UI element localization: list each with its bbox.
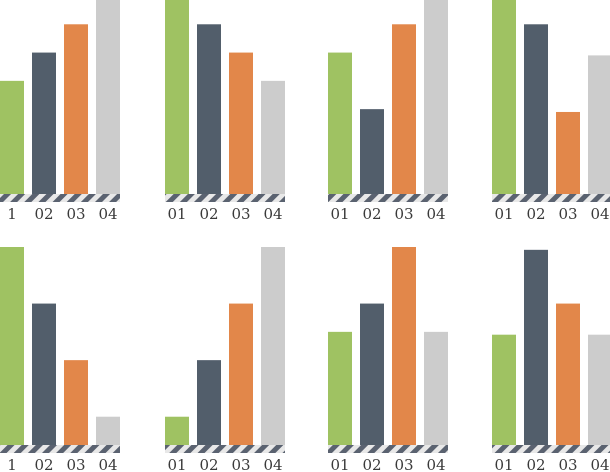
x-tick-label: 02 — [362, 456, 381, 472]
x-tick-label: 01 — [494, 456, 513, 472]
x-tick-label: 02 — [526, 456, 545, 472]
x-tick-label: 04 — [98, 456, 117, 472]
bar-panel-7: 01 02 03 04 — [328, 247, 448, 472]
hatched-baseline — [165, 445, 285, 453]
hatched-baseline — [165, 194, 285, 202]
bar-03 — [392, 24, 416, 194]
x-tick-label: 03 — [558, 205, 577, 223]
x-tick-label: 02 — [199, 205, 218, 223]
hatched-baseline — [492, 445, 610, 453]
bar-panel-1: 1 02 03 04 — [0, 0, 120, 223]
bar-1 — [0, 80, 24, 194]
bar-01 — [328, 52, 352, 195]
x-tick-label: 04 — [590, 205, 609, 223]
bar-01 — [492, 0, 516, 195]
x-tick-label: 02 — [34, 205, 53, 223]
x-tick-label: 03 — [558, 456, 577, 472]
bar-03 — [64, 360, 88, 445]
bar-01 — [165, 0, 189, 194]
x-tick-label: 01 — [494, 205, 513, 223]
x-tick-label: 02 — [199, 456, 218, 472]
bar-03 — [392, 247, 416, 445]
x-tick-label: 01 — [330, 456, 349, 472]
bar-04 — [424, 331, 448, 445]
hatched-baseline — [492, 194, 610, 202]
bar-02 — [32, 303, 56, 445]
x-tick-label: 01 — [167, 205, 186, 223]
bar-02 — [360, 109, 384, 194]
x-tick-label: 04 — [426, 205, 445, 223]
bar-02 — [197, 360, 221, 445]
bar-01 — [328, 331, 352, 445]
bar-04 — [261, 80, 285, 194]
hatched-baseline — [0, 194, 120, 202]
bar-03 — [229, 52, 253, 195]
bar-03 — [556, 111, 580, 194]
hatched-baseline — [328, 445, 448, 453]
bar-panel-4: 01 02 03 04 — [492, 0, 610, 223]
bar-04 — [261, 247, 285, 445]
bar-02 — [524, 24, 548, 194]
x-tick-label: 03 — [394, 456, 413, 472]
x-tick-label: 04 — [426, 456, 445, 472]
bar-03 — [64, 24, 88, 194]
bar-01 — [492, 334, 516, 445]
hatched-baseline — [0, 445, 120, 453]
x-tick-label: 03 — [231, 456, 250, 472]
bar-04 — [96, 416, 120, 445]
bar-02 — [197, 24, 221, 194]
x-tick-label: 02 — [362, 205, 381, 223]
x-tick-label: 1 — [7, 456, 17, 472]
bar-04 — [588, 334, 610, 445]
bar-panel-8: 01 02 03 04 — [492, 249, 610, 472]
bar-04 — [424, 0, 448, 194]
x-tick-label: 02 — [34, 456, 53, 472]
x-tick-label: 03 — [394, 205, 413, 223]
bar-04 — [588, 55, 610, 195]
bar-01 — [165, 416, 189, 445]
x-tick-label: 1 — [7, 205, 17, 223]
x-tick-label: 01 — [167, 456, 186, 472]
x-tick-label: 04 — [590, 456, 609, 472]
x-tick-label: 04 — [263, 456, 282, 472]
x-tick-label: 04 — [98, 205, 117, 223]
x-tick-label: 03 — [66, 456, 85, 472]
bar-panel-5: 1 02 03 04 — [0, 247, 120, 472]
hatched-baseline — [328, 194, 448, 202]
x-tick-label: 04 — [263, 205, 282, 223]
x-tick-label: 03 — [66, 205, 85, 223]
bar-02 — [524, 249, 548, 445]
bar-panel-6: 01 02 03 04 — [165, 247, 285, 472]
bar-03 — [556, 303, 580, 445]
bar-panel-2: 01 02 03 04 — [165, 0, 285, 223]
bar-03 — [229, 303, 253, 445]
bar-04 — [96, 0, 120, 194]
bar-1 — [0, 247, 24, 445]
bar-02 — [360, 303, 384, 445]
bar-02 — [32, 52, 56, 195]
x-tick-label: 01 — [330, 205, 349, 223]
x-tick-label: 02 — [526, 205, 545, 223]
bar-panel-3: 01 02 03 04 — [328, 0, 448, 223]
x-tick-label: 03 — [231, 205, 250, 223]
